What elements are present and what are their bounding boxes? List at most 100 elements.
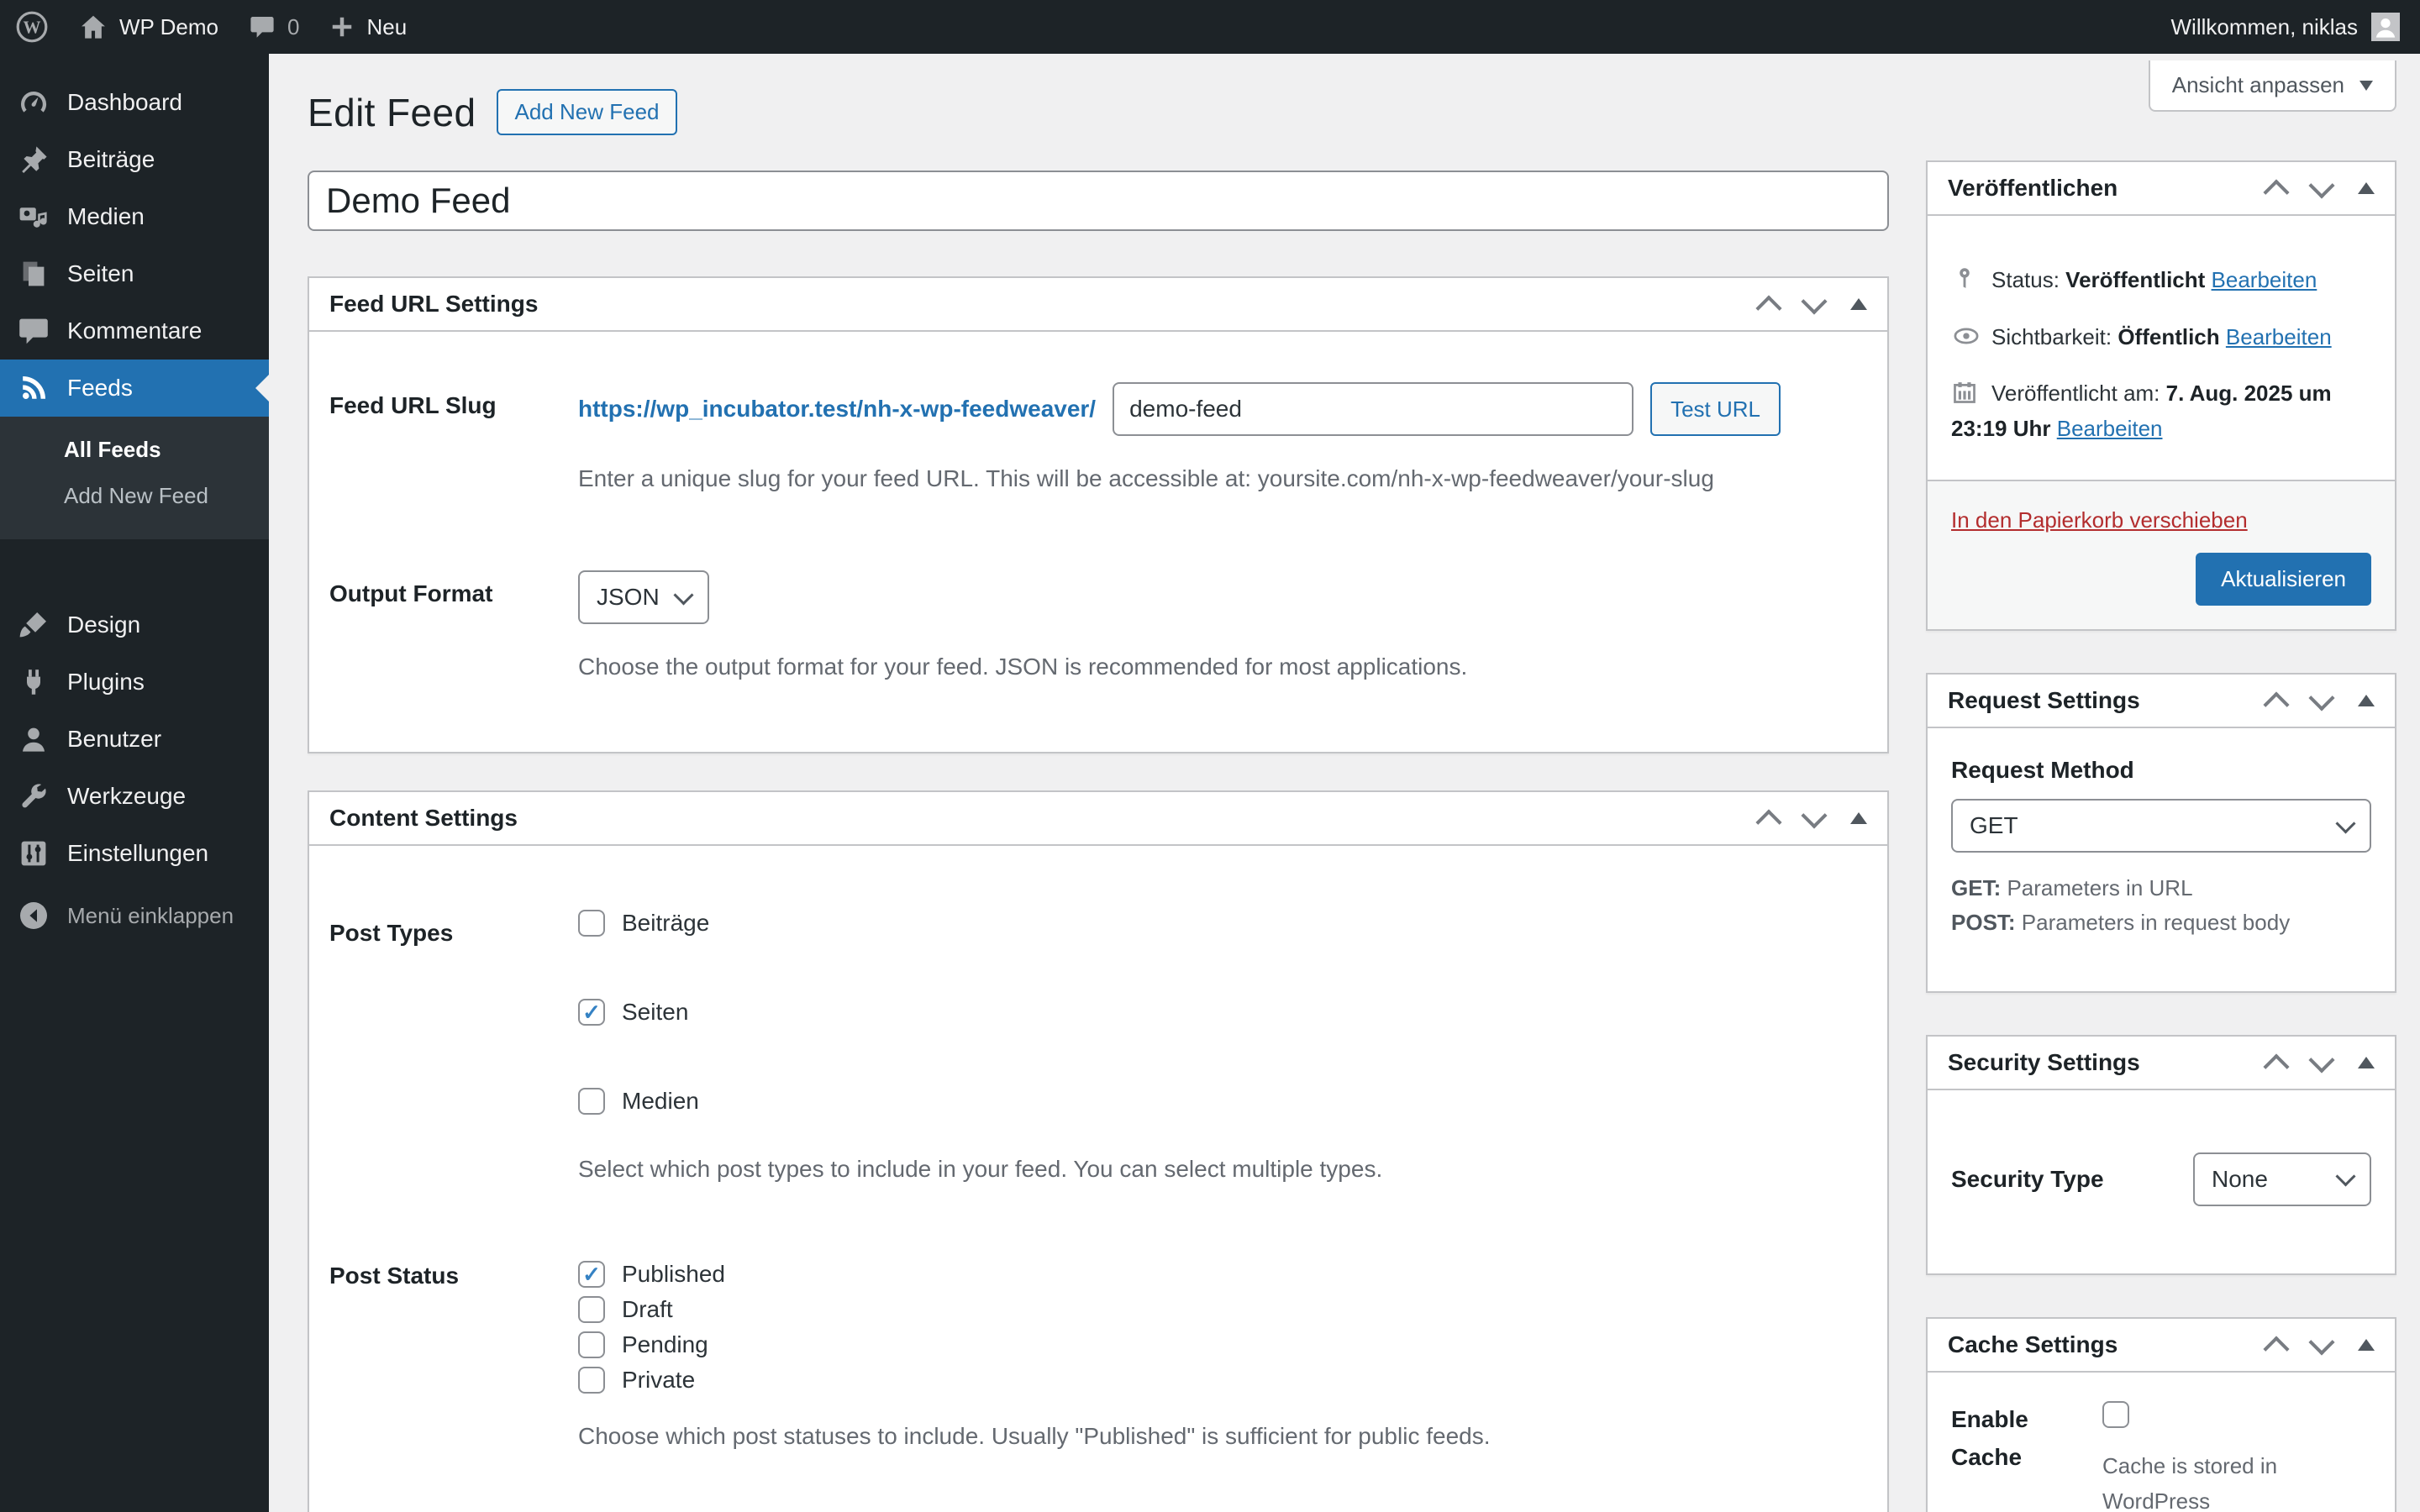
move-up-icon[interactable]: [2263, 691, 2290, 718]
feed-title-input[interactable]: [308, 171, 1889, 231]
move-down-icon[interactable]: [2308, 1047, 2335, 1074]
move-down-icon[interactable]: [2308, 685, 2335, 711]
post-types-help-text: Select which post types to include in yo…: [578, 1156, 1383, 1182]
post-status-private[interactable]: Private: [578, 1367, 1867, 1394]
move-to-trash-link[interactable]: In den Papierkorb verschieben: [1951, 507, 2248, 533]
panel-title: Content Settings: [329, 805, 518, 831]
panel-header[interactable]: Content Settings: [309, 792, 1887, 846]
sidebar-item-plugins[interactable]: Plugins: [0, 654, 269, 711]
collapse-menu-button[interactable]: Menü einklappen: [0, 885, 269, 946]
panel-security-settings: Security Settings Security Type None: [1926, 1034, 2396, 1275]
toggle-panel-icon[interactable]: [1850, 812, 1867, 824]
admin-menu: Dashboard Beiträge Medien Seiten Kommentare F…: [0, 54, 269, 1512]
toggle-panel-icon[interactable]: [2358, 695, 2375, 707]
chevron-down-icon: [2335, 1166, 2356, 1187]
update-button[interactable]: Aktualisieren: [2196, 553, 2371, 606]
post-type-beitr-ge[interactable]: Beiträge: [578, 910, 1867, 937]
checkbox[interactable]: [578, 1261, 605, 1288]
move-up-icon[interactable]: [2263, 1053, 2290, 1080]
panel-handles: [2263, 172, 2375, 206]
panel-header[interactable]: Cache Settings: [1928, 1319, 2395, 1373]
edit-published-link[interactable]: Bearbeiten: [2056, 415, 2163, 441]
pages-icon: [17, 257, 50, 291]
chevron-down-icon: [2335, 813, 2356, 834]
panel-handles: [2263, 1329, 2375, 1362]
site-name-link[interactable]: WP Demo: [64, 0, 234, 54]
checkbox[interactable]: [578, 1296, 605, 1323]
checkbox[interactable]: [578, 999, 605, 1026]
move-down-icon[interactable]: [1801, 288, 1828, 315]
checkbox-label: Medien: [622, 1088, 699, 1114]
panel-header[interactable]: Request Settings: [1928, 675, 2395, 729]
toggle-panel-icon[interactable]: [1850, 298, 1867, 310]
panel-header[interactable]: Security Settings: [1928, 1037, 2395, 1090]
account-greeting[interactable]: Willkommen, niklas: [2170, 13, 2359, 39]
enable-cache-checkbox[interactable]: [2102, 1400, 2129, 1428]
edit-status-link[interactable]: Bearbeiten: [2211, 267, 2317, 292]
sidebar-item-feeds[interactable]: Feeds: [0, 360, 269, 417]
move-up-icon[interactable]: [1755, 295, 1782, 322]
move-up-icon[interactable]: [1755, 809, 1782, 836]
sidebar-item-benutzer[interactable]: Benutzer: [0, 711, 269, 768]
collapse-arrow-icon: [17, 899, 50, 932]
sidebar-item-seiten[interactable]: Seiten: [0, 245, 269, 302]
panel-handles: [2263, 685, 2375, 718]
checkbox[interactable]: [578, 1367, 605, 1394]
sidebar-item-medien[interactable]: Medien: [0, 188, 269, 245]
checkbox-label: Private: [622, 1367, 696, 1393]
submenu-item-all-feeds[interactable]: All Feeds: [64, 437, 161, 462]
sidebar-item-label: Seiten: [67, 260, 134, 286]
new-content-label: Neu: [366, 13, 408, 39]
sidebar-item-kommentare[interactable]: Kommentare: [0, 302, 269, 360]
move-up-icon[interactable]: [2263, 179, 2290, 206]
sidebar-item-label: Medien: [67, 203, 145, 229]
collapse-menu-label: Menü einklappen: [67, 902, 234, 928]
test-url-button[interactable]: Test URL: [1650, 382, 1781, 436]
post-status-published[interactable]: Published: [578, 1261, 1867, 1288]
output-format-select[interactable]: JSON: [578, 570, 709, 624]
sidebar-item-dashboard[interactable]: Dashboard: [0, 74, 269, 131]
security-type-select[interactable]: None: [2193, 1152, 2371, 1206]
checkbox-label: Draft: [622, 1296, 673, 1322]
sidebar-item-einstellungen[interactable]: Einstellungen: [0, 825, 269, 882]
toggle-panel-icon[interactable]: [2358, 1338, 2375, 1351]
feed-base-url-link[interactable]: https://wp_incubator.test/nh-x-wp-feedwe…: [578, 396, 1097, 422]
rss-icon: [17, 371, 50, 405]
checkbox[interactable]: [578, 1088, 605, 1115]
move-down-icon[interactable]: [1801, 802, 1828, 829]
post-type-medien[interactable]: Medien: [578, 1088, 1867, 1115]
request-method-select[interactable]: GET: [1951, 799, 2371, 853]
submenu-item-add-new-feed[interactable]: Add New Feed: [64, 483, 208, 508]
toggle-panel-icon[interactable]: [2358, 1056, 2375, 1068]
edit-visibility-link[interactable]: Bearbeiten: [2225, 323, 2332, 349]
panel-header[interactable]: Veröffentlichen: [1928, 162, 2395, 216]
new-content-menu[interactable]: Neu: [314, 0, 422, 54]
plus-icon: [329, 14, 355, 39]
add-new-feed-button[interactable]: Add New Feed: [496, 89, 678, 135]
post-status-label: Post Status: [329, 1263, 460, 1289]
post-type-seiten[interactable]: Seiten: [578, 999, 1867, 1026]
move-down-icon[interactable]: [2308, 172, 2335, 199]
admin-bar: W WP Demo 0 Neu Willkommen, niklas: [0, 0, 2420, 54]
comments-menu[interactable]: 0: [234, 0, 314, 54]
panel-handles: [2263, 1047, 2375, 1080]
post-status-draft[interactable]: Draft: [578, 1296, 1867, 1323]
avatar[interactable]: [2371, 13, 2400, 41]
sidebar-item-werkzeuge[interactable]: Werkzeuge: [0, 768, 269, 825]
screen-options-button[interactable]: Ansicht anpassen: [2148, 60, 2396, 112]
sidebar-item-label: Dashboard: [67, 89, 182, 115]
wordpress-logo-menu[interactable]: W: [0, 0, 64, 54]
post-status-pending[interactable]: Pending: [578, 1331, 1867, 1358]
feed-slug-input[interactable]: [1113, 382, 1634, 436]
toggle-panel-icon[interactable]: [2358, 182, 2375, 194]
panel-header[interactable]: Feed URL Settings: [309, 278, 1887, 332]
sidebar-item-design[interactable]: Design: [0, 596, 269, 654]
sidebar-item-beitr-ge[interactable]: Beiträge: [0, 131, 269, 188]
move-down-icon[interactable]: [2308, 1329, 2335, 1356]
visibility-label: Sichtbarkeit:: [1991, 323, 2112, 349]
checkbox[interactable]: [578, 1331, 605, 1358]
move-up-icon[interactable]: [2263, 1336, 2290, 1362]
checkbox[interactable]: [578, 910, 605, 937]
comments-icon: [17, 314, 50, 348]
security-type-value: None: [2212, 1165, 2268, 1192]
